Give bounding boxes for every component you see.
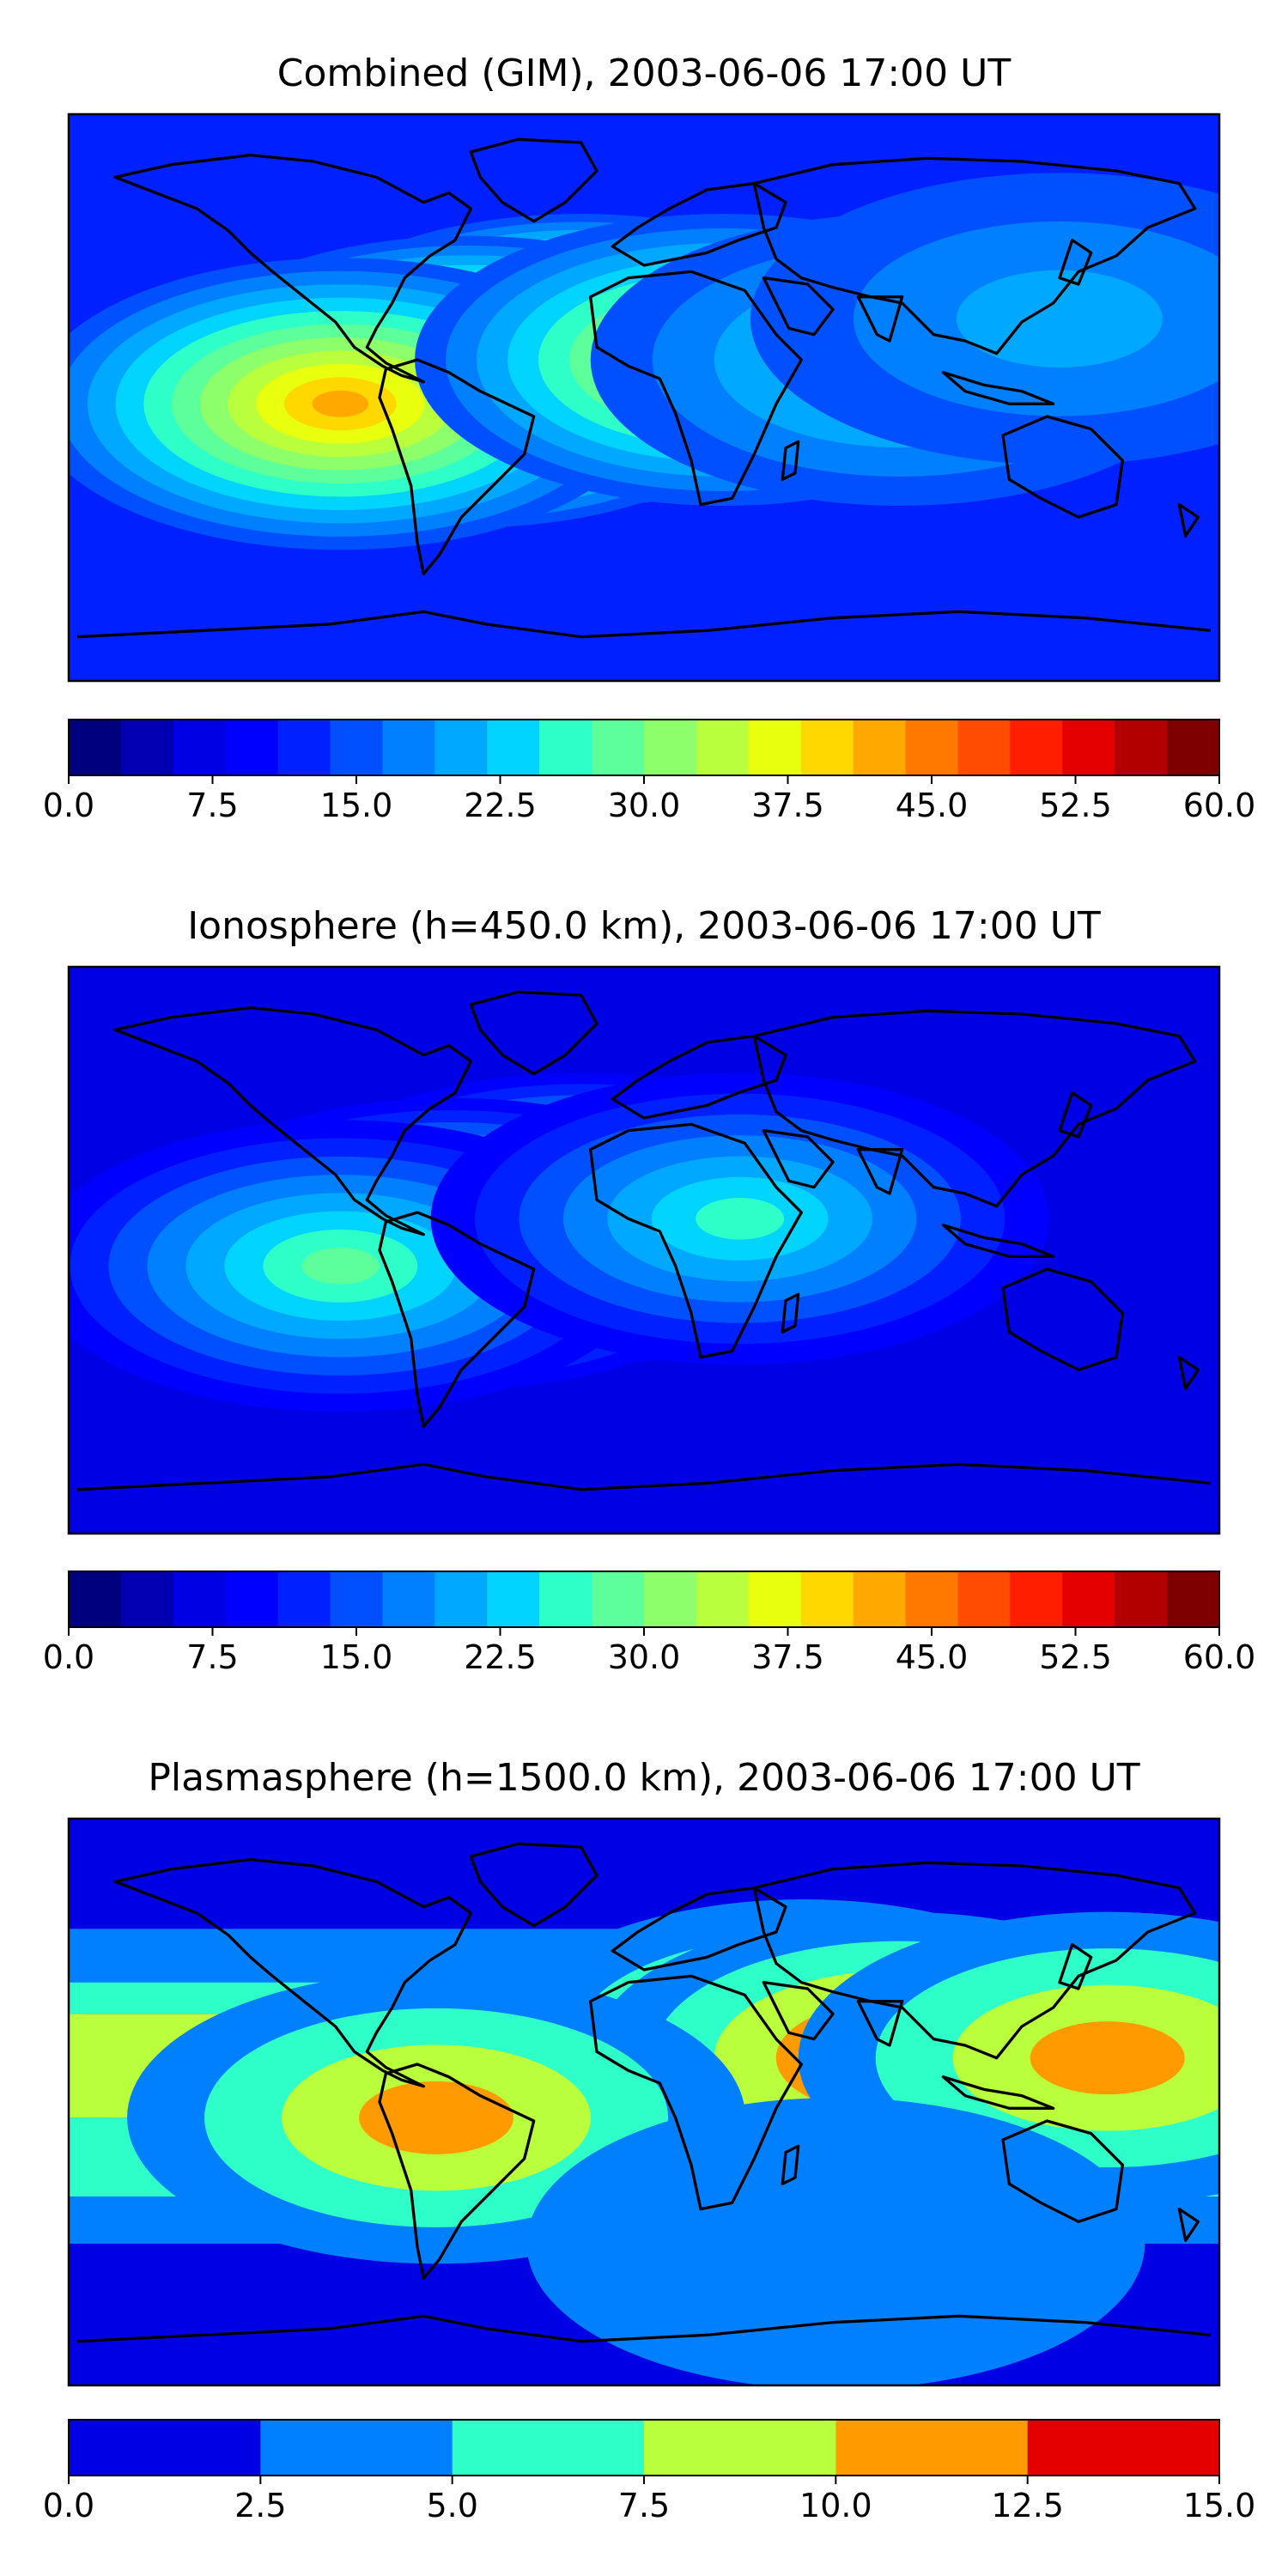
colorbar-tick-label: 22.5 [464, 787, 537, 824]
colorbar-segment [1010, 720, 1063, 775]
colorbar-segment [173, 1571, 227, 1627]
colorbar-tick-label: 52.5 [1039, 1638, 1112, 1676]
colorbar-segment [1062, 1571, 1115, 1627]
colorbar-segment [905, 720, 958, 775]
field-contour [301, 1248, 380, 1285]
colorbar-segment [434, 1571, 488, 1627]
colorbar-segment [835, 2420, 1029, 2476]
colorbar-segment [330, 720, 383, 775]
colorbar-tick-label: 5.0 [426, 2487, 477, 2524]
colorbar-segment [225, 1571, 279, 1627]
colorbar-segment [748, 1571, 802, 1627]
colorbar-tick-label: 45.0 [896, 1638, 969, 1676]
panel-ionosphere: Ionosphere (h=450.0 km), 2003-06-06 17:0… [43, 904, 1256, 1676]
colorbar-segment [644, 2420, 836, 2476]
colorbar-segment [452, 2420, 645, 2476]
colorbar-tick-label: 45.0 [896, 787, 969, 824]
colorbar: 0.0 7.5 15.0 22.5 30.0 37.5 45.0 52.5 60.0 [43, 719, 1256, 824]
colorbar-tick-label: 37.5 [751, 787, 824, 824]
colorbar-segment [957, 720, 1011, 775]
colorbar-tick-label: 52.5 [1039, 787, 1112, 824]
colorbar-tick-label: 22.5 [464, 1638, 537, 1676]
panel-combined: Combined (GIM), 2003-06-06 17:00 UT 0.0 7… [43, 52, 1256, 824]
colorbar-segment [696, 720, 750, 775]
field-contour [312, 390, 369, 417]
colorbar-segment [1027, 2420, 1220, 2476]
colorbar-tick-label: 37.5 [751, 1638, 824, 1676]
colorbar-tick-label: 15.0 [1183, 2487, 1256, 2524]
field-contour [956, 270, 1163, 368]
colorbar-tick-label: 7.5 [618, 2487, 670, 2524]
colorbar-tick-label: 0.0 [43, 787, 94, 824]
colorbar-segment [277, 720, 331, 775]
colorbar-segment [225, 720, 279, 775]
field-contour [359, 2081, 514, 2154]
colorbar-segment [800, 720, 854, 775]
colorbar-tick-label: 30.0 [608, 1638, 681, 1676]
colorbar-segment [539, 720, 592, 775]
colorbar-segment [800, 1571, 854, 1627]
colorbar-segment [330, 1571, 383, 1627]
colorbar-segment [592, 720, 645, 775]
colorbar-tick-label: 7.5 [186, 787, 238, 824]
colorbar: 0.0 2.5 5.0 7.5 10.0 12.5 15.0 [43, 2419, 1256, 2524]
colorbar-tick-label: 7.5 [186, 1638, 238, 1676]
field-band [69, 1819, 1219, 1929]
panel-title: Ionosphere (h=450.0 km), 2003-06-06 17:0… [187, 904, 1101, 948]
colorbar-tick-label: 2.5 [234, 2487, 286, 2524]
colorbar-segment [120, 720, 174, 775]
colorbar-tick-label: 12.5 [991, 2487, 1064, 2524]
field-contour [526, 2098, 1145, 2385]
colorbar-segment [592, 1571, 645, 1627]
colorbar-segment [382, 1571, 435, 1627]
colorbar-tick-label: 15.0 [320, 787, 393, 824]
colorbar-tick-label: 30.0 [608, 787, 681, 824]
colorbar-segment [748, 720, 802, 775]
colorbar-segment [539, 1571, 592, 1627]
map-plot [67, 965, 1221, 1535]
colorbar-segment [434, 720, 488, 775]
colorbar-segment [1167, 1571, 1220, 1627]
map-plot [67, 112, 1221, 683]
tec-field [69, 114, 1219, 681]
tec-field [69, 1819, 1219, 2385]
colorbar-tick-label: 15.0 [320, 1638, 393, 1676]
colorbar-segment [1010, 1571, 1063, 1627]
panel-plasmasphere: Plasmasphere (h=1500.0 km), 2003-06-06 1… [43, 1756, 1256, 2524]
map-plot [67, 1817, 1221, 2387]
colorbar-segment [277, 1571, 331, 1627]
colorbar-segment [487, 720, 540, 775]
colorbar-segment [696, 1571, 750, 1627]
colorbar-tick-label: 10.0 [799, 2487, 872, 2524]
colorbar-segment [1115, 720, 1168, 775]
colorbar-tick-label: 60.0 [1183, 1638, 1256, 1676]
colorbar: 0.0 7.5 15.0 22.5 30.0 37.5 45.0 52.5 60.0 [43, 1571, 1256, 1676]
panel-title: Combined (GIM), 2003-06-06 17:00 UT [277, 52, 1012, 95]
colorbar-segment [1167, 720, 1220, 775]
colorbar-tick-label: 0.0 [43, 2487, 94, 2524]
colorbar-tick-label: 60.0 [1183, 787, 1256, 824]
colorbar-segment [120, 1571, 174, 1627]
colorbar-segment [173, 720, 227, 775]
colorbar-segment [905, 1571, 958, 1627]
colorbar-tick-label: 0.0 [43, 1638, 94, 1676]
colorbar-segment [1115, 1571, 1168, 1627]
panel-title: Plasmasphere (h=1500.0 km), 2003-06-06 1… [148, 1756, 1139, 1800]
colorbar-segment [487, 1571, 540, 1627]
colorbar-segment [1062, 720, 1115, 775]
colorbar-segment [853, 720, 907, 775]
colorbar-segment [69, 1571, 122, 1627]
colorbar-segment [644, 720, 697, 775]
colorbar-segment [644, 1571, 697, 1627]
field-contour [1030, 2021, 1185, 2095]
colorbar-segment [260, 2420, 453, 2476]
colorbar-segment [69, 720, 122, 775]
field-contour [696, 1198, 785, 1240]
colorbar-segment [853, 1571, 907, 1627]
colorbar-segment [382, 720, 435, 775]
colorbar-segment [69, 2420, 261, 2476]
colorbar-segment [957, 1571, 1011, 1627]
